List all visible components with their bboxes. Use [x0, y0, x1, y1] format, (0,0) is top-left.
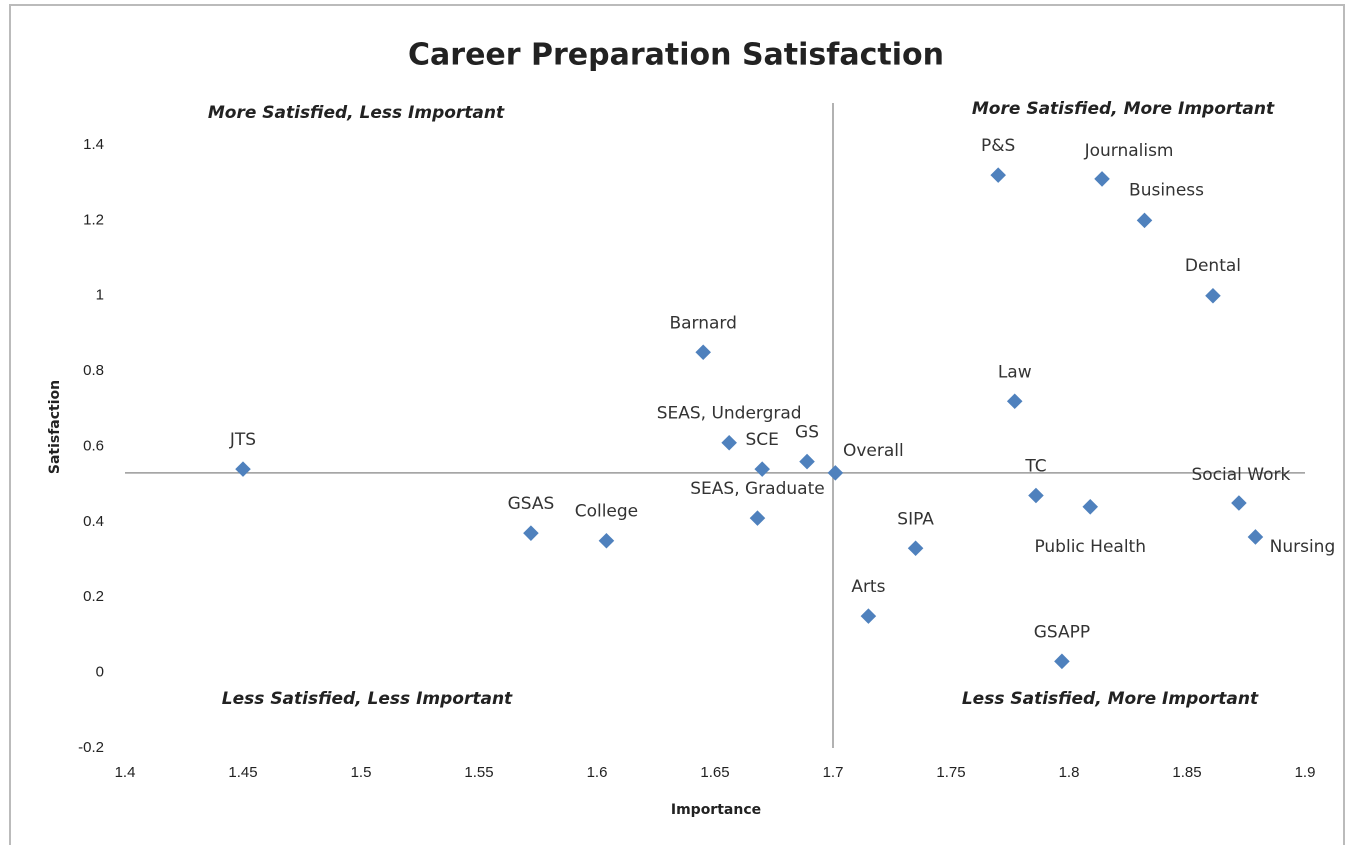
y-tick-label: 1.2 [83, 211, 104, 228]
point-label: JTS [229, 430, 256, 450]
point [1054, 653, 1070, 670]
point-label: Business [1129, 180, 1204, 200]
y-tick-label: 0.4 [83, 513, 104, 530]
point-label: SEAS, Undergrad [657, 404, 802, 424]
y-tick-label: 1 [96, 287, 104, 304]
x-tick-label: 1.75 [936, 764, 965, 781]
y-tick-label: 0.2 [83, 588, 104, 605]
point-label: GSAS [508, 494, 555, 514]
point-label: SCE [745, 430, 778, 450]
point-label: Journalism [1084, 141, 1174, 161]
y-tick-label: 0 [96, 664, 104, 681]
point-label: TC [1024, 456, 1046, 476]
point-label: SIPA [897, 509, 934, 529]
chart-title: Career Preparation Satisfaction [408, 38, 944, 73]
point [1094, 171, 1110, 187]
x-tick-label: 1.7 [823, 764, 844, 781]
point-label: Dental [1185, 256, 1241, 276]
point [598, 532, 615, 549]
point [907, 540, 924, 557]
point-label: Nursing [1270, 537, 1336, 557]
point [860, 608, 877, 624]
chart-frame [9, 4, 1345, 845]
point-label: SEAS, Graduate [690, 479, 824, 499]
x-tick-label: 1.55 [464, 764, 493, 781]
point-label: College [575, 502, 638, 522]
point-label: Public Health [1034, 537, 1146, 557]
x-tick-label: 1.85 [1172, 764, 1201, 781]
x-tick-label: 1.6 [587, 764, 608, 781]
point [990, 167, 1006, 183]
quadrant-label: More Satisfied, Less Important [208, 103, 505, 123]
x-tick-label: 1.45 [228, 764, 257, 781]
point-label: Law [998, 362, 1032, 382]
x-tick-label: 1.4 [115, 764, 136, 781]
point-label: Social Work [1191, 465, 1290, 485]
point-label: P&S [981, 136, 1015, 156]
point-label: Overall [843, 441, 904, 461]
x-tick-label: 1.5 [351, 764, 372, 781]
point [235, 461, 251, 477]
quadrant-label: Less Satisfied, More Important [962, 689, 1259, 709]
point-label: GSAPP [1034, 622, 1090, 642]
y-tick-label: 0.8 [83, 362, 104, 379]
y-tick-label: 0.6 [83, 437, 104, 454]
point [1231, 495, 1247, 511]
quadrant-label: More Satisfied, More Important [972, 99, 1275, 119]
x-tick-label: 1.9 [1295, 764, 1316, 781]
point [1028, 487, 1044, 504]
point [1205, 287, 1221, 304]
point [749, 510, 766, 526]
x-tick-label: 1.65 [700, 764, 729, 781]
point-label: GS [795, 423, 819, 443]
y-tick-label: 1.4 [83, 136, 104, 153]
point [1082, 499, 1099, 515]
point [1136, 212, 1153, 229]
y-tick-label: -0.2 [78, 739, 104, 756]
point-label: Barnard [669, 313, 736, 333]
x-axis-title: Importance [671, 802, 761, 818]
quadrant-label: Less Satisfied, Less Important [222, 689, 513, 709]
point [1247, 529, 1264, 545]
y-axis-title: Satisfaction [47, 380, 63, 474]
x-tick-label: 1.8 [1059, 764, 1080, 781]
point-label: Arts [851, 577, 885, 597]
point [523, 525, 539, 541]
